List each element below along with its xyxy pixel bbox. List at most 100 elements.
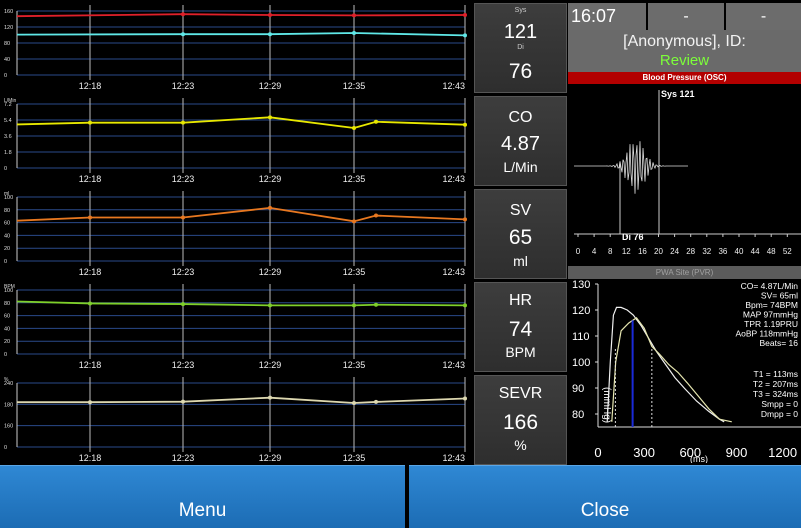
data-point — [181, 399, 185, 404]
y-tick-label: 160 — [4, 424, 13, 430]
close-button[interactable]: Close — [409, 465, 801, 528]
pwa-timing: T1 = 113ms — [754, 369, 799, 379]
pwa-stat: TPR 1.19PRU — [744, 319, 798, 329]
x-tick-label: 12:18 — [79, 174, 102, 184]
pressure-waveform — [606, 306, 725, 423]
x-tick-label: 12:29 — [259, 267, 282, 277]
sevr-readout[interactable]: SEVR 166 % — [474, 375, 567, 465]
status-cell-2: - — [726, 3, 801, 30]
x-tick-label: 900 — [726, 445, 748, 460]
data-point — [374, 302, 378, 307]
x-tick-label: 28 — [686, 247, 695, 256]
x-tick-label: 4 — [592, 247, 597, 256]
menu-button[interactable]: Menu — [0, 465, 405, 528]
pwa-panel: 130 120 110 100 90 80 0 300 600 900 1200 (mmHg) (ms)… — [568, 279, 801, 464]
sevr-value: 166 — [502, 411, 539, 434]
trend-panel-bp: 160 120 80 40 0 12:18 12:23 12:29 12:35 12:43 — [3, 3, 473, 93]
y-tick-label: 20 — [4, 339, 10, 345]
x-tick-label: 12:35 — [343, 81, 366, 91]
y-tick-label: 0 — [4, 352, 7, 358]
x-tick-label: 12:35 — [343, 174, 366, 184]
y-tick-label: 180 — [4, 402, 13, 408]
y-tick-label: 90 — [572, 383, 584, 395]
pwa-stat: Bpm= 74BPM — [745, 300, 798, 310]
pwa-stat: CO= 4.87L/Min — [741, 281, 799, 291]
data-point — [88, 215, 92, 220]
sevr-unit: % — [514, 437, 527, 453]
pwa-timing: T2 = 207ms — [753, 379, 798, 389]
oscillometric-waveform — [574, 141, 688, 194]
data-point — [352, 126, 356, 130]
x-tick-label: 40 — [735, 247, 744, 256]
data-point — [181, 215, 185, 220]
x-tick-label: 12:23 — [172, 360, 195, 370]
sys-label: Sys 121 — [661, 89, 695, 99]
data-point — [352, 303, 356, 308]
x-tick-label: 12 — [622, 247, 631, 256]
y-tick-label: 100 — [4, 288, 13, 294]
x-tick-label: 12:23 — [172, 174, 195, 184]
patient-status: Review — [659, 52, 710, 69]
patient-info: [Anonymous], ID: Review — [568, 30, 801, 72]
sevr-label: SEVR — [498, 385, 543, 402]
x-tick-label: 12:29 — [259, 360, 282, 370]
y-tick-label: 60 — [4, 221, 10, 227]
patient-name: [Anonymous], ID: — [623, 33, 746, 50]
y-tick-label: 7.2 — [4, 102, 12, 108]
data-point — [268, 205, 272, 210]
pwa-stat: Beats= 16 — [759, 338, 798, 348]
series-line — [16, 300, 466, 307]
co-readout[interactable]: CO 4.87 L/Min — [474, 96, 567, 186]
y-tick-label: 100 — [572, 357, 590, 369]
sys-value: 121 — [503, 21, 538, 43]
pwa-stat: SV= 65ml — [761, 291, 798, 301]
hr-readout[interactable]: HR 74 BPM — [474, 282, 567, 372]
y-tick-label: 40 — [4, 233, 10, 239]
data-point — [181, 32, 185, 37]
di-value: 76 — [508, 60, 533, 83]
data-point — [463, 396, 467, 401]
co-label: CO — [508, 109, 533, 126]
y-tick-label: 130 — [572, 279, 590, 291]
series-line — [17, 396, 466, 404]
co-unit: L/Min — [503, 159, 538, 175]
y-unit-label: % — [4, 377, 9, 383]
data-point — [374, 119, 378, 124]
y-tick-label: 160 — [4, 9, 13, 15]
sv-readout[interactable]: SV 65 ml — [474, 189, 567, 279]
y-tick-label: 80 — [4, 208, 10, 214]
x-axis-label: (ms) — [690, 454, 708, 463]
osc-title: Blood Pressure (OSC) — [568, 72, 801, 84]
sv-unit: ml — [513, 253, 528, 269]
x-tick-label: 600 — [679, 445, 701, 460]
clock: 16:07 — [568, 3, 647, 30]
x-tick-label: 32 — [702, 247, 711, 256]
trend-panel-sevr: 240 180 160 0% 12:18 12:23 12:29 12:35 12:43 — [3, 375, 473, 465]
x-tick-label: 16 — [638, 247, 647, 256]
x-tick-label: 24 — [670, 247, 679, 256]
trend-panel-sv: 100 80 60 40 20 0 ml 12:18 12:23 12:29 12:35 12:43 — [3, 189, 473, 279]
y-tick-label: 120 — [4, 25, 13, 31]
y-tick-label: 0 — [4, 445, 7, 451]
status-cell-1: - — [648, 3, 725, 30]
data-point — [181, 12, 185, 17]
x-tick-label: 0 — [576, 247, 581, 256]
data-point — [88, 400, 92, 405]
data-point — [352, 31, 356, 35]
x-tick-label: 1200 — [768, 445, 797, 460]
y-tick-label: 80 — [572, 409, 584, 421]
sv-label: SV — [509, 202, 532, 219]
trend-panel-co: 7.2 5.4 3.6 1.8 0 L/Min 12:18 12:23 12:29 12:35 12… — [3, 96, 473, 186]
co-value: 4.87 — [501, 133, 540, 155]
data-point — [88, 301, 92, 306]
pwa-timing: Dmpp = 0 — [761, 409, 798, 419]
status-bar: 16:07 - - — [568, 3, 801, 30]
x-tick-label: 12:18 — [79, 360, 102, 370]
pwa-stat: MAP 97mmHg — [743, 310, 798, 320]
series-line — [16, 116, 466, 129]
data-point — [463, 33, 467, 38]
x-tick-label: 12:35 — [343, 453, 366, 463]
di-label: Di — [517, 44, 524, 51]
x-tick-label: 12:43 — [442, 360, 465, 370]
bp-readout[interactable]: Sys 121 Di 76 — [474, 3, 567, 93]
